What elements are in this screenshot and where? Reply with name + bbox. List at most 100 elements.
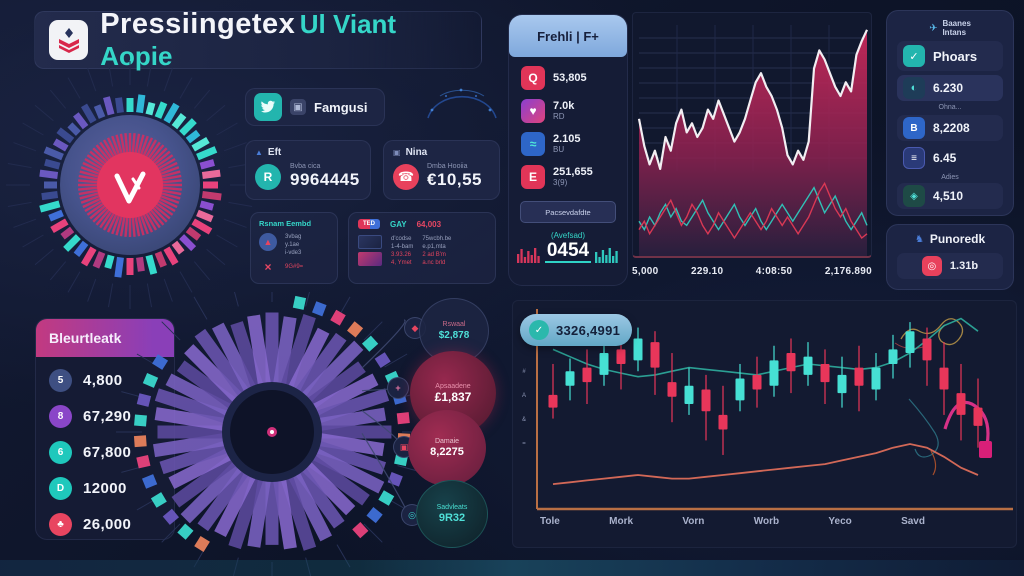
balances-row-phoars[interactable]: ✓ Phoars bbox=[897, 41, 1003, 71]
holdings-row[interactable]: 6 67,800 bbox=[36, 435, 174, 470]
watchlist-sub: BU bbox=[553, 145, 565, 154]
mini-card-b-col1: d'codse 1-4-bam 3.93.26 4, Ymet bbox=[391, 236, 414, 266]
asset-value: 12000 bbox=[83, 480, 127, 497]
b-coin-icon: B bbox=[903, 117, 925, 139]
watchlist-item[interactable]: Q 53,805 bbox=[509, 66, 627, 90]
callout-label: Damaie bbox=[434, 437, 460, 445]
mini-card-b-col2: 75wcbh.be e.p1,mta 2 ad B'm a.nc brld bbox=[422, 236, 452, 266]
x-tick: Vorn bbox=[682, 516, 705, 527]
holdings-panel: Bleurtleatk 5 4,800 8 67,290 6 67,800 D … bbox=[35, 318, 175, 540]
callout-label: Apsaadene bbox=[435, 382, 471, 390]
bottom-glow-strip bbox=[0, 560, 1024, 576]
holdings-row[interactable]: 8 67,290 bbox=[36, 399, 174, 434]
berry-icon: ♥ bbox=[521, 99, 545, 123]
price-badge[interactable]: ✓ 3326,4991 bbox=[520, 314, 632, 346]
nina-card-title: Nina bbox=[405, 147, 428, 158]
price-area-chart bbox=[637, 25, 868, 256]
watchlist-action-button[interactable]: Pacsevdafdte bbox=[520, 201, 616, 223]
app-title: Pressiingetex bbox=[100, 8, 296, 40]
polar-chart bbox=[116, 292, 428, 576]
app-header: Pressiingetex Ul Viant Aopie bbox=[34, 8, 482, 71]
holdings-title: Bleurtleatk bbox=[36, 319, 174, 357]
knight-icon: ♞ bbox=[914, 233, 924, 245]
mini-card-b-value: 64,003 bbox=[416, 219, 442, 229]
mini-card-a-alert: 9G#9= bbox=[285, 264, 304, 270]
asset-icon: D bbox=[49, 477, 72, 500]
eft-sublabel: Bvba cica bbox=[290, 163, 321, 170]
x-tick: Tole bbox=[540, 516, 560, 527]
watchlist-sub: RD bbox=[553, 112, 565, 121]
holdings-row[interactable]: ♣ 26,000 bbox=[36, 507, 174, 539]
ring-chart bbox=[6, 61, 254, 309]
callout-value: 8,2275 bbox=[430, 445, 464, 458]
holdings-row[interactable]: D 12000 bbox=[36, 471, 174, 506]
watchlist-value: 251,655 bbox=[553, 166, 593, 178]
eft-value: 9964445 bbox=[290, 170, 360, 189]
watchlist-header: Frehli | F+ bbox=[509, 15, 627, 57]
promo-value: 1.31b bbox=[949, 260, 979, 272]
watchlist-item[interactable]: ♥ 7.0k RD bbox=[509, 99, 627, 123]
watchlist-item[interactable]: ≈ 2.105 BU bbox=[509, 132, 627, 156]
red-spark-bars bbox=[516, 248, 540, 263]
check-icon: ✓ bbox=[903, 45, 925, 67]
app-title-accent: Ul Viant Aopie bbox=[100, 9, 397, 71]
eft-card-icon: ▲ bbox=[255, 148, 263, 157]
social-card-label: Famgusi bbox=[314, 99, 368, 115]
nina-value: €10,55 bbox=[427, 170, 482, 189]
watchlist-value: 2.105 bbox=[553, 133, 581, 145]
social-card[interactable]: ▣ Famgusi bbox=[245, 88, 385, 126]
callout-badge-damaie[interactable]: Damaie 8,2275 bbox=[408, 410, 486, 486]
swirl-icon: ◐ bbox=[903, 77, 925, 99]
row-value: 4,510 bbox=[933, 189, 964, 203]
promo-title: Punoredk bbox=[929, 232, 986, 246]
nina-card-icon: ▣ bbox=[393, 148, 401, 157]
row-value: 6.230 bbox=[933, 81, 964, 95]
asset-value: 67,800 bbox=[83, 444, 132, 461]
balances-row-645[interactable]: ≡ 6.45 bbox=[897, 145, 1003, 171]
mini-card-b[interactable]: TED GAY 64,003 d'codse 1-4-bam 3.93.26 4… bbox=[348, 212, 496, 284]
eft-coin-icon: R bbox=[255, 163, 281, 190]
grid-icon: ▣ bbox=[290, 99, 306, 115]
callout-label: Rswaal bbox=[442, 320, 466, 328]
balances-title-1: Baanes bbox=[942, 19, 971, 28]
asset-value: 4,800 bbox=[83, 372, 123, 389]
balances-row-630[interactable]: ◐ 6.230 bbox=[897, 75, 1003, 101]
candlestick-chart bbox=[536, 309, 1013, 511]
wave-icon: ≈ bbox=[521, 132, 545, 156]
candlestick-chart-panel bbox=[512, 300, 1017, 548]
candle-x-axis: Tole Mork Vorn Worb Yeco Savd bbox=[540, 516, 925, 527]
coin-q-icon: Q bbox=[521, 66, 545, 90]
x-tick: 4:08:50 bbox=[755, 266, 793, 277]
callout-label: Sadvleats bbox=[436, 503, 468, 511]
x-tick: Yeco bbox=[828, 516, 852, 527]
watchlist-panel: Frehli | F+ Q 53,805 ♥ 7.0k RD ≈ 2.105 B… bbox=[508, 14, 628, 286]
callout-badge-sadvleats[interactable]: Sadvleats 9R32 bbox=[416, 480, 488, 548]
cross-icon: × bbox=[264, 260, 272, 274]
mini-card-a[interactable]: Rsnam Eembd ▲ 3vbag y.1ae i-vde3 × 9G#9= bbox=[250, 212, 338, 284]
x-tick: 229.10 bbox=[690, 266, 724, 277]
teal-spark-bars bbox=[595, 248, 618, 263]
nina-sublabel: Dmba Hooiia bbox=[427, 163, 468, 170]
gauge-decoration bbox=[427, 88, 497, 119]
asset-icon: 8 bbox=[49, 405, 72, 428]
promo-panel: ♞ Punoredk ◎ 1.31b bbox=[886, 224, 1014, 290]
promo-row[interactable]: ◎ 1.31b bbox=[897, 253, 1003, 279]
price-badge-value: 3326,4991 bbox=[556, 322, 621, 338]
plane-icon: ✈ bbox=[929, 22, 938, 34]
balances-row-8220[interactable]: B 8,2208 bbox=[897, 115, 1003, 141]
asset-icon: 5 bbox=[49, 369, 72, 392]
callout-value: $2,878 bbox=[438, 329, 470, 341]
callout-value: 9R32 bbox=[438, 511, 466, 524]
holdings-row[interactable]: 5 4,800 bbox=[36, 363, 174, 398]
mini-card-a-line: 3vbag bbox=[285, 234, 302, 240]
balances-row-4510[interactable]: ◈ 4,510 bbox=[897, 183, 1003, 209]
nina-phone-icon: ☎ bbox=[393, 163, 419, 190]
candle-y-axis-glyphs: # A & = bbox=[521, 369, 526, 447]
balances-title-2: Intans bbox=[942, 28, 967, 37]
mountain-icon: ▲ bbox=[259, 233, 277, 251]
nina-card[interactable]: ▣ Nina ☎ Dmba Hooiia €10,55 bbox=[383, 140, 500, 200]
eft-card[interactable]: ▲ Eft R Bvba cica 9964445 bbox=[245, 140, 371, 200]
row-value: 8,2208 bbox=[933, 121, 970, 135]
watchlist-item[interactable]: E 251,655 3(9) bbox=[509, 165, 627, 189]
